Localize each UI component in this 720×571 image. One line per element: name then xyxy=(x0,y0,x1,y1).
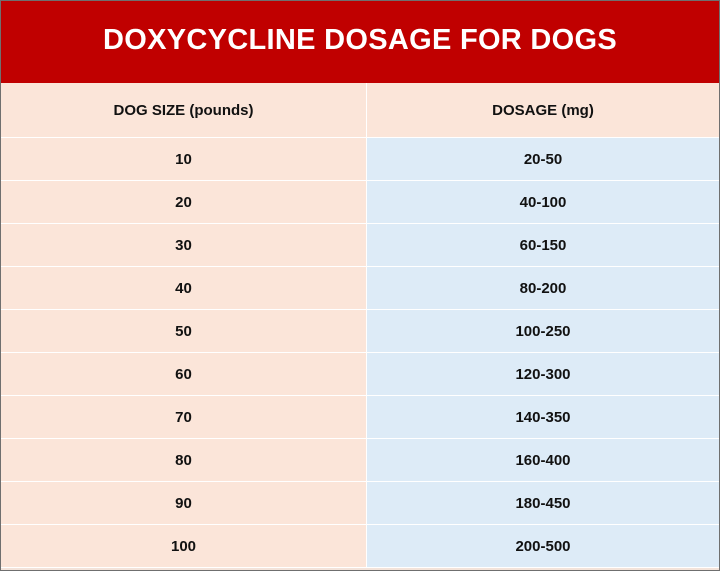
dog-size-cell: 40 xyxy=(1,267,367,309)
table-row: 20 40-100 xyxy=(1,181,719,224)
dosage-cell: 120-300 xyxy=(367,353,719,395)
table-row: 70 140-350 xyxy=(1,396,719,439)
dosage-cell: 80-200 xyxy=(367,267,719,309)
dosage-cell: 20-50 xyxy=(367,138,719,180)
dog-size-cell: 60 xyxy=(1,353,367,395)
table-row: 100 200-500 xyxy=(1,525,719,568)
header-dog-size: DOG SIZE (pounds) xyxy=(1,83,367,137)
dog-size-cell: 70 xyxy=(1,396,367,438)
dog-size-cell: 30 xyxy=(1,224,367,266)
table-row: 80 160-400 xyxy=(1,439,719,482)
table-row: 10 20-50 xyxy=(1,138,719,181)
dog-size-cell: 50 xyxy=(1,310,367,352)
table-row: 50 100-250 xyxy=(1,310,719,353)
dosage-cell: 200-500 xyxy=(367,525,719,567)
dog-size-cell: 10 xyxy=(1,138,367,180)
table-header-row: DOG SIZE (pounds) DOSAGE (mg) xyxy=(1,83,719,138)
dosage-cell: 140-350 xyxy=(367,396,719,438)
dog-size-cell: 90 xyxy=(1,482,367,524)
table-row: 30 60-150 xyxy=(1,224,719,267)
page-title: DOXYCYCLINE DOSAGE FOR DOGS xyxy=(102,23,618,56)
dosage-cell: 40-100 xyxy=(367,181,719,223)
table-row: 90 180-450 xyxy=(1,482,719,525)
dosage-cell: 180-450 xyxy=(367,482,719,524)
table-row: 60 120-300 xyxy=(1,353,719,396)
dog-size-cell: 100 xyxy=(1,525,367,567)
dosage-cell: 160-400 xyxy=(367,439,719,481)
header-dosage: DOSAGE (mg) xyxy=(367,83,719,137)
dog-size-cell: 20 xyxy=(1,181,367,223)
table-row: 40 80-200 xyxy=(1,267,719,310)
dosage-table: DOG SIZE (pounds) DOSAGE (mg) 10 20-50 2… xyxy=(1,83,719,568)
title-bar: DOXYCYCLINE DOSAGE FOR DOGS xyxy=(1,1,719,83)
dog-size-cell: 80 xyxy=(1,439,367,481)
dosage-cell: 100-250 xyxy=(367,310,719,352)
dosage-cell: 60-150 xyxy=(367,224,719,266)
